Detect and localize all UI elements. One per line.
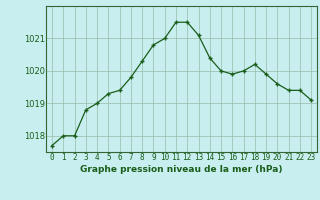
X-axis label: Graphe pression niveau de la mer (hPa): Graphe pression niveau de la mer (hPa) xyxy=(80,165,283,174)
